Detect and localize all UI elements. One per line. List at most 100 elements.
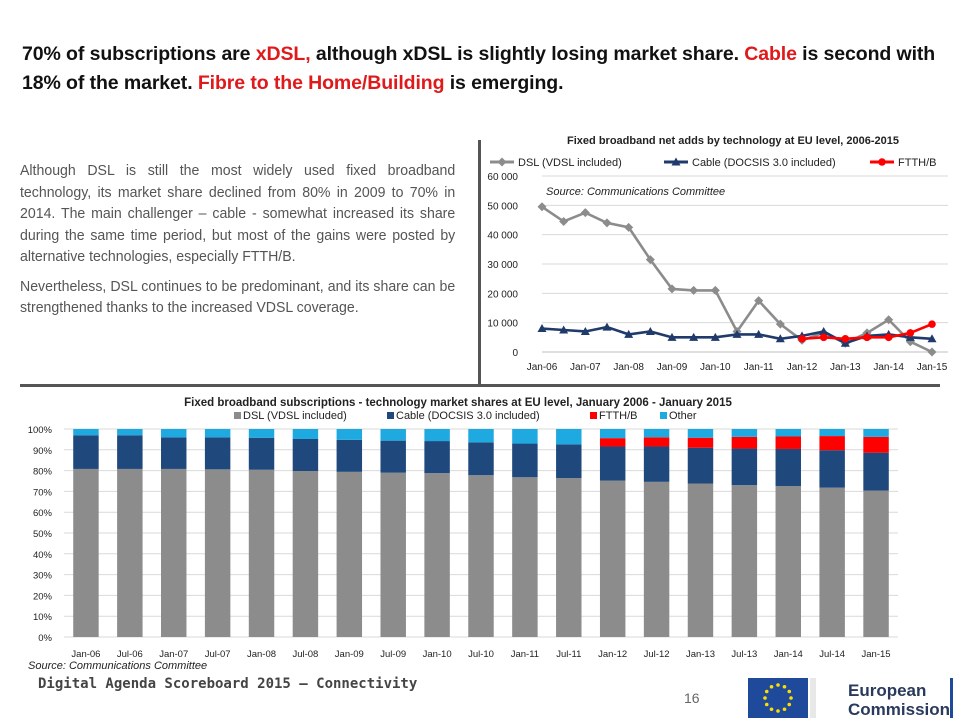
eu-star-icon: [787, 702, 792, 707]
bar-segment: [468, 429, 494, 443]
data-point: [927, 334, 937, 343]
x-tick-label: Jan-07: [159, 649, 188, 660]
x-tick-label: Jan-07: [570, 362, 601, 373]
data-point: [689, 285, 699, 295]
bar-segment: [161, 429, 187, 438]
data-point: [645, 326, 655, 335]
bar-segment: [204, 437, 231, 470]
x-tick-label: Jan-09: [335, 649, 364, 660]
line-chart-source: Source: Communications Committee: [546, 186, 725, 198]
legend-swatch-3: [660, 412, 667, 419]
logo-text-european: European: [848, 681, 926, 700]
data-point: [602, 218, 612, 228]
headline-ftth: Fibre to the Home/Building: [197, 72, 445, 94]
data-point: [863, 333, 871, 342]
legend-swatch-1: [387, 412, 394, 419]
bar-segment: [731, 485, 758, 637]
bar-segment: [863, 490, 889, 637]
x-tick-label: Jan-08: [247, 649, 276, 660]
headline-xdsl: xDSL,: [255, 43, 311, 65]
legend-label-0: DSL (VDSL included): [518, 157, 622, 169]
body-paragraph-2: Nevertheless, DSL continues to be predom…: [20, 277, 456, 317]
bar-segment: [599, 480, 626, 637]
x-tick-label: Jul-11: [556, 649, 581, 660]
data-point: [645, 255, 655, 265]
bar-segment: [731, 448, 758, 486]
bar-segment: [424, 441, 450, 474]
data-point: [905, 332, 915, 341]
bar-segment: [863, 436, 889, 453]
x-tick-label: Jan-11: [511, 649, 539, 660]
data-point: [841, 335, 850, 343]
x-tick-label: Jul-06: [117, 649, 143, 660]
y-tick-label: 60%: [33, 508, 53, 519]
legend-marker-1: [671, 157, 681, 166]
data-point: [537, 324, 547, 333]
eu-star-icon: [764, 702, 769, 707]
y-tick-label: 20%: [33, 591, 53, 602]
bar-segment: [73, 468, 99, 637]
y-tick-label: 30 000: [487, 260, 518, 271]
data-point: [624, 222, 634, 232]
bar-segment: [599, 438, 626, 447]
bar-segment: [336, 439, 363, 472]
data-point: [884, 315, 894, 325]
x-tick-label: Jan-10: [423, 649, 452, 660]
data-point: [580, 208, 590, 218]
bar-chart-source: Source: Communications Committee: [28, 660, 208, 672]
x-tick-label: Jan-14: [774, 649, 803, 660]
x-tick-label: Jan-12: [598, 649, 627, 660]
bar-segment: [643, 481, 670, 637]
net-adds-line-chart: Fixed broadband net adds by technology a…: [487, 135, 948, 373]
eu-star-icon: [787, 689, 792, 694]
data-point: [580, 326, 590, 335]
data-point: [754, 329, 764, 338]
y-tick-label: 10%: [33, 612, 53, 623]
x-tick-label: Jan-13: [686, 649, 715, 660]
data-point: [537, 202, 547, 212]
x-tick-label: Jan-10: [700, 362, 731, 373]
bar-segment: [731, 436, 758, 449]
data-point: [928, 320, 936, 328]
bar-segment: [292, 471, 319, 637]
bar-segment: [292, 438, 319, 472]
x-tick-label: Jan-15: [862, 649, 891, 660]
bar-segment: [512, 429, 538, 444]
y-tick-label: 50%: [33, 529, 53, 540]
legend-swatch-0: [234, 412, 241, 419]
x-tick-label: Jul-13: [731, 649, 757, 660]
market-share-bar-chart: Fixed broadband subscriptions - technolo…: [28, 397, 898, 660]
legend-label-3: Other: [669, 410, 697, 422]
x-tick-label: Jan-08: [613, 362, 644, 373]
data-point: [624, 329, 634, 338]
data-point: [906, 329, 915, 337]
y-tick-label: 20 000: [487, 289, 518, 300]
bar-segment: [424, 429, 450, 442]
bar-segment: [248, 429, 275, 438]
data-point: [819, 326, 829, 335]
bar-segment: [819, 429, 845, 437]
bar-segment: [775, 485, 801, 637]
x-tick-label: Jan-11: [744, 362, 774, 373]
bar-segment: [380, 440, 406, 473]
data-point: [689, 332, 699, 341]
x-tick-label: Jan-09: [657, 362, 688, 373]
bar-segment: [380, 429, 406, 441]
x-tick-label: Jul-09: [380, 649, 406, 660]
y-tick-label: 30%: [33, 571, 53, 582]
headline-part-3: although xDSL is slightly losing market …: [310, 43, 745, 65]
legend-marker-0: [497, 157, 507, 167]
data-point: [840, 338, 850, 347]
bar-segment: [599, 429, 626, 439]
bar-segment: [336, 429, 363, 440]
bar-segment: [643, 429, 670, 438]
footer-title: Digital Agenda Scoreboard 2015 – Connect…: [38, 676, 418, 692]
y-tick-label: 0%: [38, 633, 52, 644]
legend-marker-2: [878, 158, 886, 166]
x-tick-label: Jul-07: [205, 649, 231, 660]
x-tick-label: Jan-13: [830, 362, 861, 373]
body-paragraph-1: Although DSL is still the most widely us…: [20, 162, 456, 265]
data-point: [884, 333, 893, 342]
bar-segment: [687, 447, 714, 484]
data-point: [710, 285, 720, 295]
